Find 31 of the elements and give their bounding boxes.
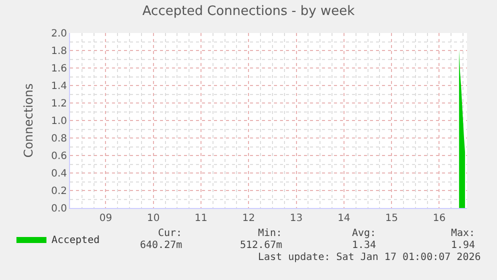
y-tick-label: 0.0	[51, 204, 67, 214]
x-tick-label: 16	[432, 213, 446, 224]
text: Min:	[258, 228, 282, 239]
x-tick-label: 10	[147, 213, 160, 224]
y-tick-label: 0.8	[51, 134, 67, 144]
text: Avg:	[352, 228, 376, 239]
x-tick-label: 13	[290, 213, 303, 224]
x-tick-label: 11	[194, 213, 208, 224]
y-tick-label: 1.4	[51, 81, 67, 92]
text: Max:	[451, 228, 476, 239]
legend-label: Accepted	[51, 234, 100, 246]
y-tick-label: 0.6	[51, 151, 67, 162]
text: Last update: Sat Jan 17 01:00:07 2026	[258, 252, 481, 263]
x-tick-label: 14	[338, 213, 350, 224]
y-tick-label: 2.0	[51, 28, 67, 40]
y-tick-label: 0.4	[51, 168, 67, 180]
x-tick-label: 09	[99, 213, 112, 224]
x-tick-label: 12	[242, 213, 256, 224]
text: 640.27m	[140, 240, 182, 251]
y-tick-label: 1.2	[51, 98, 67, 110]
y-tick-label: 0.2	[51, 186, 67, 197]
chart-title: Accepted Connections - by week	[142, 4, 356, 20]
x-tick-label: 15	[385, 213, 398, 224]
y-tick-label: 1.6	[51, 64, 67, 74]
text: 1.94	[451, 240, 476, 251]
y-tick-label: 1.8	[51, 46, 67, 57]
y-tick-label: 1.0	[51, 116, 67, 127]
text: 1.34	[352, 240, 376, 251]
text: 512.67m	[240, 240, 282, 251]
text: Cur:	[158, 228, 182, 239]
y-axis-title: Connections	[21, 83, 36, 158]
